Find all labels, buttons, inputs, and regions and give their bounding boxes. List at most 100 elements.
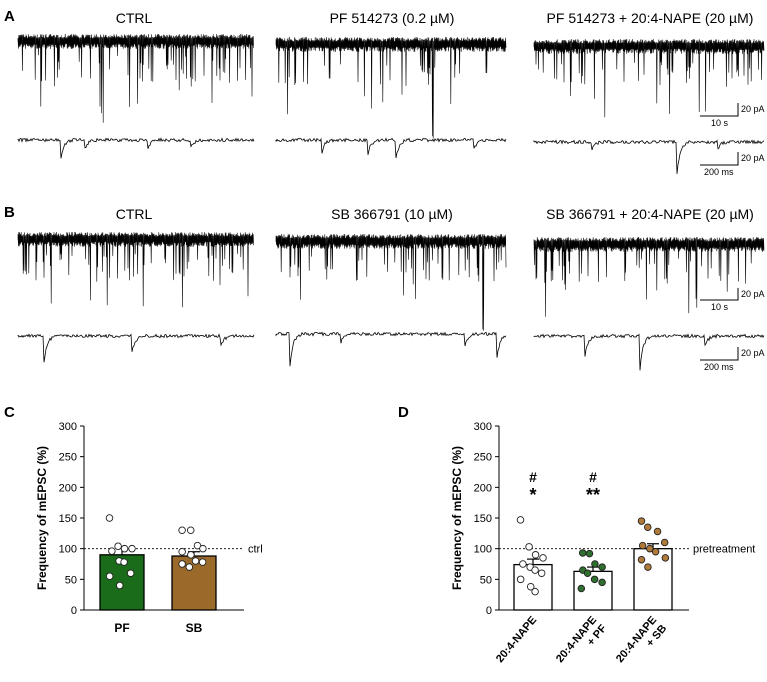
data-point [191,557,200,565]
significance-mark: # [589,469,597,485]
scale-b-short-y: 20 pA [741,348,765,358]
data-point [598,578,606,587]
data-point [108,547,116,555]
long-trace [533,38,765,118]
scale-b-short-x: 200 ms [704,362,734,372]
mepsc-traces [17,33,765,371]
chart-c: 0 50 100 150 200 250 300 Frequency of mEPSC (%)… [35,421,263,635]
data-point [653,527,662,536]
scale-b-long-x: 10 s [711,302,729,312]
scale-bar-a-long [700,103,739,117]
chart-d: 0 50 100 150 200 250 300 Frequency of mEPSC (%)… [450,421,755,673]
data-point [590,575,599,584]
long-trace [275,233,507,331]
y-tick-label: 0 [486,605,492,617]
short-trace [533,333,765,371]
scale-a-long-x: 10 s [711,118,729,128]
long-trace [17,231,254,308]
short-trace [275,331,507,367]
data-point [577,584,586,593]
x-tick-label: 20:4-NAPE+ PF [554,614,609,673]
data-point [537,569,546,577]
significance-mark: # [529,469,537,485]
y-axis-label: Frequency of mEPSC (%) [35,446,49,590]
data-point [128,544,136,553]
x-tick-label: 20:4-NAPE+ SB [614,614,669,673]
data-point [178,560,186,568]
data-point [525,543,533,551]
data-point [105,514,114,522]
trace-title-a-pf-nape: PF 514273 + 20:4-NAPE (20 µM) [546,10,754,26]
scale-bar-b-long [700,288,739,301]
y-tick-label: 50 [65,574,77,586]
data-point [578,549,587,557]
panel-letter-a: A [4,8,15,25]
data-point [637,555,646,564]
significance-mark: * [529,485,536,505]
data-point [531,587,539,596]
y-tick-label: 250 [59,452,77,464]
data-point [539,554,547,562]
data-point [643,523,652,531]
data-point [198,558,207,566]
trace-title-a-pf: PF 514273 (0.2 µM) [329,10,455,26]
y-tick-label: 300 [59,421,77,433]
data-point [661,554,670,562]
data-point [115,581,124,590]
data-point [531,566,539,574]
data-point [186,526,195,535]
data-point [199,544,207,553]
scale-a-short-x: 200 ms [704,167,734,177]
significance-mark: ** [586,485,600,505]
long-trace [533,236,765,317]
panel-letter-d: D [398,404,409,421]
y-tick-label: 150 [59,513,77,525]
data-point [120,544,129,553]
trace-title-b-sb-nape: SB 366791 + 20:4-NAPE (20 µM) [546,206,754,222]
x-tick-label: 20:4-NAPE [494,614,539,665]
data-point [591,560,599,568]
x-tick-label: PF [114,621,129,635]
y-tick-label: 150 [474,513,492,525]
y-tick-label: 100 [59,544,77,556]
scale-b-long-y: 20 pA [741,289,765,299]
panel-letter-b: B [4,204,15,221]
data-point [187,551,195,559]
x-tick-label-line: 20:4-NAPE [494,614,539,665]
data-point [114,542,122,550]
y-tick-label: 0 [71,605,77,617]
y-tick-label: 250 [474,452,492,464]
data-point [120,558,128,566]
trace-title-b-ctrl: CTRL [115,206,153,222]
data-point [644,563,652,571]
data-point [646,544,654,553]
y-tick-label: 200 [474,482,492,494]
trace-title-b-sb: SB 366791 (10 µM) [331,206,453,222]
short-trace [17,333,255,363]
scale-bar-a-short [700,152,739,166]
panel-letter-c: C [4,404,15,421]
data-point [651,547,660,556]
y-tick-label: 50 [480,574,492,586]
short-trace [533,139,765,174]
y-axis-label: Frequency of mEPSC (%) [450,446,464,590]
data-point [526,582,535,591]
data-point [585,549,594,558]
scale-bar-b-short [700,347,739,361]
data-point [185,563,194,571]
reference-line-label: ctrl [248,544,263,556]
y-tick-label: 300 [474,421,492,433]
data-point [178,526,186,535]
short-trace [17,137,255,159]
data-point [126,569,135,577]
data-point [519,560,527,568]
data-point [105,572,114,581]
y-tick-label: 200 [59,482,77,494]
short-trace [275,137,507,159]
data-point [583,569,592,577]
reference-line-label: pretreatment [693,544,755,556]
data-point [516,516,525,524]
data-point [598,563,606,571]
scale-a-short-y: 20 pA [741,153,765,163]
data-point [516,575,525,584]
